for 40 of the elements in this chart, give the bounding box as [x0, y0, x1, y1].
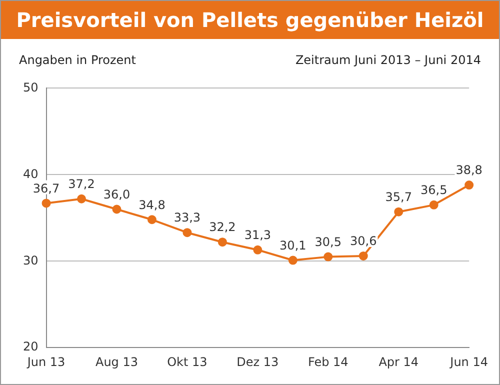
point [147, 215, 156, 224]
point [288, 256, 298, 265]
data-label: 36,7 [32, 181, 60, 196]
data-label: 38,8 [456, 163, 482, 178]
data-label: 37,2 [68, 177, 95, 191]
y-tick-label: 30 [22, 253, 38, 268]
data-label: 36,0 [103, 187, 130, 202]
data-label: 36,5 [420, 183, 448, 198]
point [77, 194, 86, 204]
data-label: 30,1 [280, 238, 306, 252]
point [112, 204, 122, 214]
point [42, 198, 51, 208]
x-tick-label: Apr 14 [378, 354, 419, 369]
x-tick-label: Jun 14 [449, 354, 488, 369]
y-axis-title: Angaben in Prozent [19, 53, 136, 67]
x-tick-label: Okt 13 [167, 354, 208, 369]
data-label: 33,3 [174, 210, 201, 225]
y-tick-label: 20 [22, 340, 38, 354]
chart-title: Preisvorteil von Pellets gegenüber Heizöl [1, 1, 499, 39]
data-label: 30,6 [350, 234, 377, 248]
x-tick-label: Jun 13 [26, 354, 66, 369]
data-label: 31,3 [244, 228, 272, 242]
data-label: 32,2 [209, 220, 236, 234]
x-tick-label: Feb 14 [308, 354, 348, 369]
point [358, 251, 368, 260]
data-label: 35,7 [385, 190, 412, 204]
point [182, 228, 192, 238]
point [253, 245, 262, 254]
chart-subtitle: Zeitraum Juni 2013 – Juni 2014 [295, 53, 481, 67]
x-tick-label: Aug 13 [95, 354, 138, 369]
point [324, 252, 333, 262]
point [394, 207, 404, 216]
point [218, 238, 227, 247]
data-label: 30,5 [314, 234, 342, 249]
data-label: 34,8 [138, 198, 166, 212]
y-tick-label: 50 [22, 80, 38, 94]
point [429, 200, 438, 210]
x-tick-label: Dez 13 [236, 354, 279, 369]
y-tick-label: 40 [22, 166, 38, 181]
point [464, 180, 474, 190]
